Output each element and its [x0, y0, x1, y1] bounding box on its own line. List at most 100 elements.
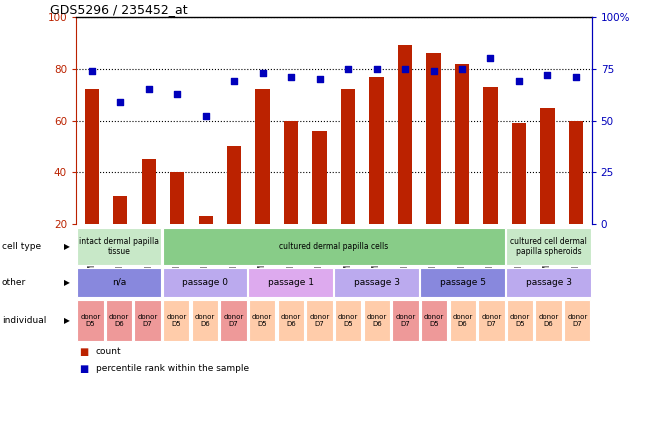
Bar	[163, 300, 190, 341]
Bar	[421, 300, 447, 341]
Bar	[455, 63, 469, 224]
Text: ▶: ▶	[63, 242, 69, 251]
Point	[542, 71, 553, 78]
Text: ■: ■	[79, 364, 89, 374]
Text: passage 3: passage 3	[525, 278, 572, 287]
Point	[314, 76, 325, 82]
Bar	[77, 228, 161, 265]
Bar	[163, 228, 505, 265]
Point	[143, 86, 154, 93]
Text: n/a: n/a	[112, 278, 126, 287]
Text: donor
D6: donor D6	[281, 314, 301, 327]
Bar	[313, 131, 327, 224]
Point	[570, 74, 581, 80]
Bar	[227, 146, 241, 224]
Text: donor
D6: donor D6	[195, 314, 215, 327]
Bar	[335, 300, 362, 341]
Point	[172, 90, 182, 97]
Text: passage 3: passage 3	[354, 278, 400, 287]
Point	[371, 66, 382, 72]
Point	[428, 67, 439, 74]
Text: donor
D7: donor D7	[567, 314, 588, 327]
Bar	[449, 300, 476, 341]
Point	[229, 78, 239, 85]
Bar	[506, 268, 591, 297]
Text: passage 5: passage 5	[440, 278, 486, 287]
Text: donor
D7: donor D7	[481, 314, 502, 327]
Bar	[364, 300, 390, 341]
Point	[343, 66, 354, 72]
Bar	[284, 121, 298, 224]
Bar	[334, 268, 419, 297]
Text: ■: ■	[79, 347, 89, 357]
Bar	[506, 228, 591, 265]
Point	[115, 99, 126, 105]
Point	[457, 66, 467, 72]
Text: individual: individual	[2, 316, 46, 325]
Bar	[249, 268, 333, 297]
Text: donor
D6: donor D6	[539, 314, 559, 327]
Bar	[255, 90, 270, 224]
Text: intact dermal papilla
tissue: intact dermal papilla tissue	[79, 237, 159, 256]
Text: passage 1: passage 1	[268, 278, 314, 287]
Text: cultured dermal papilla cells: cultured dermal papilla cells	[279, 242, 389, 251]
Bar	[170, 173, 184, 224]
Bar	[141, 159, 156, 224]
Text: donor
D7: donor D7	[395, 314, 416, 327]
Bar	[220, 300, 247, 341]
Bar	[341, 90, 355, 224]
Point	[87, 67, 97, 74]
Point	[286, 74, 296, 80]
Text: donor
D7: donor D7	[137, 314, 158, 327]
Bar	[249, 300, 276, 341]
Text: donor
D6: donor D6	[453, 314, 473, 327]
Bar	[540, 107, 555, 224]
Point	[485, 55, 496, 62]
Bar	[77, 268, 161, 297]
Point	[200, 113, 211, 120]
Bar	[512, 123, 526, 224]
Point	[257, 69, 268, 76]
Text: donor
D6: donor D6	[367, 314, 387, 327]
Bar	[163, 268, 247, 297]
Bar	[77, 300, 104, 341]
Text: count: count	[96, 347, 122, 356]
Bar	[134, 300, 161, 341]
Text: other: other	[2, 278, 26, 287]
Text: donor
D5: donor D5	[252, 314, 272, 327]
Bar	[106, 300, 132, 341]
Bar	[535, 300, 562, 341]
Text: percentile rank within the sample: percentile rank within the sample	[96, 364, 249, 373]
Text: passage 0: passage 0	[182, 278, 228, 287]
Point	[400, 66, 410, 72]
Bar	[369, 77, 383, 224]
Text: cell type: cell type	[2, 242, 41, 251]
Text: donor
D5: donor D5	[424, 314, 444, 327]
Point	[514, 78, 524, 85]
Text: donor
D5: donor D5	[166, 314, 186, 327]
Bar	[113, 196, 128, 224]
Bar	[198, 217, 213, 224]
Text: donor
D5: donor D5	[510, 314, 530, 327]
Text: donor
D5: donor D5	[80, 314, 100, 327]
Bar	[85, 90, 98, 224]
Text: donor
D7: donor D7	[223, 314, 244, 327]
Bar	[392, 300, 418, 341]
Bar	[507, 300, 533, 341]
Bar	[564, 300, 590, 341]
Text: GDS5296 / 235452_at: GDS5296 / 235452_at	[50, 3, 188, 16]
Text: ▶: ▶	[63, 316, 69, 325]
Bar	[306, 300, 332, 341]
Text: donor
D5: donor D5	[338, 314, 358, 327]
Bar	[569, 121, 583, 224]
Text: ▶: ▶	[63, 278, 69, 287]
Bar	[278, 300, 304, 341]
Bar	[478, 300, 504, 341]
Text: donor
D6: donor D6	[109, 314, 129, 327]
Bar	[420, 268, 505, 297]
Bar	[398, 45, 412, 224]
Text: cultured cell dermal
papilla spheroids: cultured cell dermal papilla spheroids	[510, 237, 587, 256]
Bar	[192, 300, 218, 341]
Text: donor
D7: donor D7	[309, 314, 330, 327]
Bar	[483, 87, 498, 224]
